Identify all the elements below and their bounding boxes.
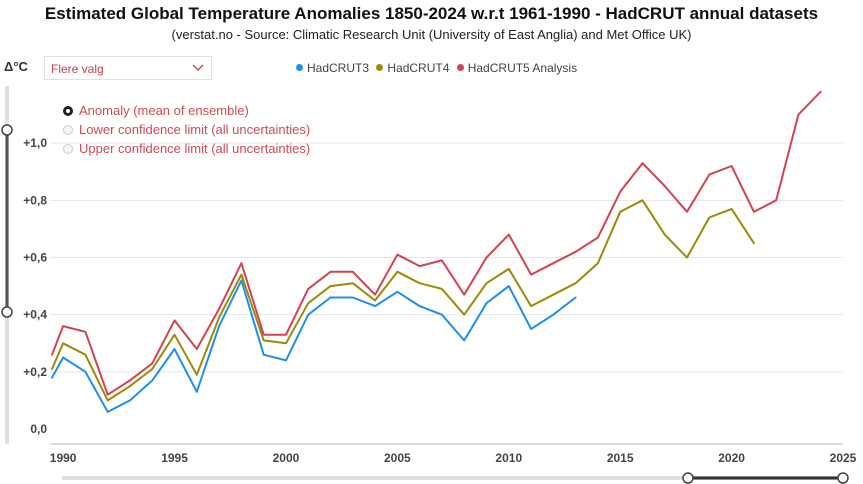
x-tick-label: 1990 — [50, 451, 77, 465]
y-unit-label: Δ°C — [4, 59, 28, 74]
y-range-handle-top[interactable] — [1, 124, 13, 136]
series-dropdown[interactable]: Flere valg — [44, 56, 212, 80]
y-tick-label: 0,0 — [30, 422, 47, 436]
x-tick-label: 2005 — [384, 451, 411, 465]
chevron-down-icon — [191, 60, 205, 79]
legend-label: HadCRUT4 — [387, 61, 450, 75]
legend-label: HadCRUT3 — [307, 61, 370, 75]
series-line-hadcrut5[interactable] — [51, 90, 822, 396]
y-tick-label: +0,2 — [23, 365, 47, 379]
legend-item-hadcrut4[interactable]: HadCRUT4 — [376, 61, 449, 75]
y-range-handle-bottom[interactable] — [1, 306, 13, 318]
x-range-handle-left[interactable] — [682, 472, 694, 484]
x-tick-label: 1995 — [161, 451, 188, 465]
series-line-hadcrut4[interactable] — [51, 199, 755, 402]
y-tick-label: +0,6 — [23, 251, 47, 265]
legend-dot — [456, 64, 464, 71]
x-tick-label: 2015 — [607, 451, 634, 465]
radio-checked-icon — [63, 106, 73, 116]
x-range-handle-right[interactable] — [837, 472, 849, 484]
radio-option-anomaly[interactable]: Anomaly (mean of ensemble) — [63, 101, 310, 120]
series-line-hadcrut3[interactable] — [51, 279, 577, 413]
x-tick-label: 2020 — [718, 451, 745, 465]
legend-label: HadCRUT5 Analysis — [467, 61, 578, 75]
x-tick-label: 2010 — [495, 451, 522, 465]
chart-subtitle: (verstat.no - Source: Climatic Research … — [171, 27, 692, 42]
x-tick-label: 2025 — [830, 451, 857, 465]
legend-dot — [296, 64, 303, 71]
chart-title: Estimated Global Temperature Anomalies 1… — [44, 4, 819, 23]
radio-label: Upper confidence limit (all uncertaintie… — [79, 141, 311, 156]
x-tick-label: 2000 — [273, 451, 300, 465]
legend-item-hadcrut5[interactable]: HadCRUT5 Analysis — [456, 61, 578, 75]
y-tick-label: +0,4 — [23, 308, 47, 322]
legend-dot — [376, 64, 384, 71]
radio-label: Anomaly (mean of ensemble) — [79, 103, 249, 118]
radio-unchecked-icon — [63, 125, 73, 135]
radio-unchecked-icon — [63, 144, 73, 154]
y-tick-label: +1,0 — [23, 136, 47, 150]
y-tick-label: +0,8 — [23, 193, 47, 207]
legend-item-hadcrut3[interactable]: HadCRUT3 — [296, 61, 369, 75]
radio-option-lower-limit[interactable]: Lower confidence limit (all uncertaintie… — [63, 120, 310, 139]
dropdown-value: Flere valg — [51, 62, 104, 76]
radio-label: Lower confidence limit (all uncertaintie… — [79, 122, 311, 137]
chart-legend: HadCRUT3 HadCRUT4 HadCRUT5 Analysis — [296, 61, 581, 75]
radio-group: Anomaly (mean of ensemble) Lower confide… — [63, 101, 310, 158]
radio-option-upper-limit[interactable]: Upper confidence limit (all uncertaintie… — [63, 139, 310, 158]
